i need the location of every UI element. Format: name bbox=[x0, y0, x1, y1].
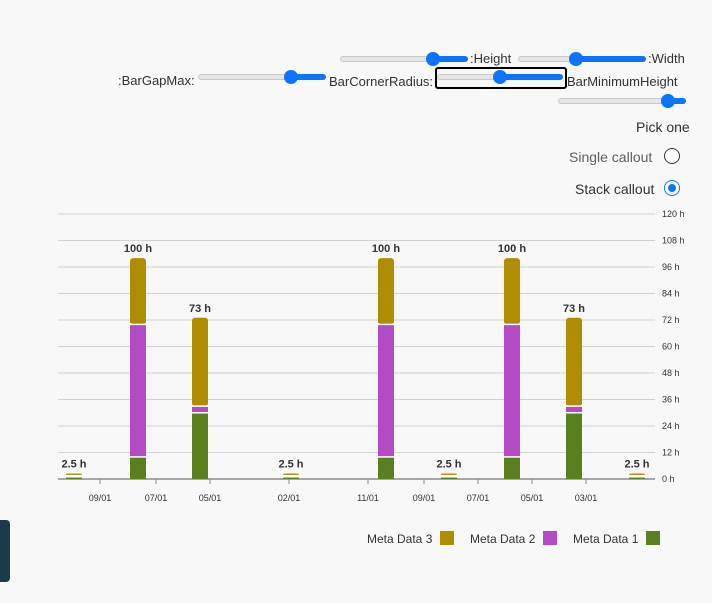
bar-total-label: 2.5 h bbox=[436, 458, 461, 470]
bar-segment-meta-data-2 bbox=[378, 324, 394, 457]
bar-total-label: 100 h bbox=[498, 243, 526, 255]
bar-gap-max-label: :BarGapMax: bbox=[118, 73, 195, 88]
stacked-bar-chart: 0 h 12 h 24 h 36 h 48 h 60 h 72 h 84 h 96 h 108 h… bbox=[58, 209, 685, 503]
height-slider-fill bbox=[430, 56, 468, 62]
width-label: :Width bbox=[648, 51, 685, 66]
bar-segment-meta-data-2 bbox=[566, 406, 582, 413]
bar-total-label: 73 h bbox=[189, 303, 211, 315]
y-tick-label: 72 h bbox=[662, 315, 680, 325]
bar-segment-meta-data-1 bbox=[130, 456, 146, 479]
bar-gap-max-slider-thumb[interactable] bbox=[284, 70, 298, 84]
legend-label-meta-data-2: Meta Data 2 bbox=[470, 532, 536, 546]
bar-segment-meta-data-2 bbox=[130, 324, 146, 457]
bar-total-label: 2.5 h bbox=[278, 458, 303, 470]
x-tick-label: 09/01 bbox=[413, 493, 436, 503]
height-label: :Height bbox=[470, 51, 512, 66]
x-tick-label: 02/01 bbox=[278, 493, 301, 503]
bar-segment-meta-data-1 bbox=[629, 476, 645, 479]
height-slider-thumb[interactable] bbox=[426, 52, 440, 66]
y-tick-label: 12 h bbox=[662, 448, 680, 458]
x-tick-label: 05/01 bbox=[199, 493, 222, 503]
x-tick-label: 07/01 bbox=[145, 493, 168, 503]
y-tick-label: 108 h bbox=[662, 236, 685, 246]
y-tick-label: 60 h bbox=[662, 342, 680, 352]
bar-segment-meta-data-3 bbox=[504, 258, 520, 325]
bar-minimum-height-slider-fill bbox=[665, 98, 686, 104]
bar-segment-meta-data-3 bbox=[192, 317, 208, 407]
bar-segment-meta-data-2 bbox=[192, 406, 208, 413]
stack-callout-label[interactable]: Stack callout bbox=[575, 181, 655, 197]
bar-segment-meta-data-1 bbox=[441, 476, 457, 479]
width-slider[interactable] bbox=[518, 50, 646, 70]
bar-corner-radius-slider[interactable] bbox=[437, 68, 563, 88]
x-tick-label: 11/01 bbox=[357, 493, 379, 503]
x-tick-label: 05/01 bbox=[521, 493, 544, 503]
y-tick-label: 24 h bbox=[662, 421, 680, 431]
bar-segment-meta-data-2 bbox=[504, 324, 520, 457]
height-slider[interactable] bbox=[340, 50, 468, 70]
width-slider-thumb[interactable] bbox=[569, 52, 583, 66]
legend-label-meta-data-1: Meta Data 1 bbox=[573, 532, 639, 546]
legend-swatch-meta-data-2 bbox=[543, 531, 557, 545]
width-slider-fill bbox=[573, 56, 646, 62]
y-tick-label: 0 h bbox=[662, 474, 675, 484]
bar-segment-meta-data-3 bbox=[130, 258, 146, 325]
side-panel-tab[interactable] bbox=[0, 520, 10, 582]
bar-segment-meta-data-1 bbox=[192, 412, 208, 479]
bar-gap-max-slider-fill bbox=[288, 74, 326, 80]
legend-swatch-meta-data-1 bbox=[646, 531, 660, 545]
bar-minimum-height-slider-thumb[interactable] bbox=[661, 94, 675, 108]
bar-total-label: 2.5 h bbox=[624, 458, 649, 470]
bar-segment-meta-data-3 bbox=[378, 258, 394, 325]
y-tick-label: 96 h bbox=[662, 262, 680, 272]
bar-corner-radius-slider-thumb[interactable] bbox=[493, 70, 507, 84]
bar-corner-radius-slider-fill bbox=[497, 74, 563, 80]
x-tick-label: 09/01 bbox=[89, 493, 112, 503]
bar-corner-radius-label: BarCornerRadius: bbox=[329, 74, 434, 89]
bar-total-label: 100 h bbox=[124, 243, 152, 255]
callout-group-title: Pick one bbox=[636, 119, 690, 135]
bar-segment-meta-data-3 bbox=[566, 317, 582, 407]
bar-gap-max-slider[interactable] bbox=[198, 68, 326, 88]
bar-segment-meta-data-1 bbox=[283, 476, 299, 479]
bar-segment-meta-data-1 bbox=[504, 456, 520, 479]
bar-corner-radius-focus-ring bbox=[435, 67, 567, 89]
y-tick-label: 84 h bbox=[662, 289, 680, 299]
y-tick-label: 36 h bbox=[662, 395, 680, 405]
x-tick-label: 07/01 bbox=[467, 493, 490, 503]
stack-callout-radio-dot bbox=[668, 184, 676, 192]
bar-total-label: 100 h bbox=[372, 243, 400, 255]
bar-minimum-height-label: BarMinimumHeight bbox=[567, 74, 678, 89]
stack-callout-radio[interactable] bbox=[664, 180, 680, 196]
bar-total-label: 73 h bbox=[563, 303, 585, 315]
y-tick-label: 120 h bbox=[662, 209, 685, 219]
legend-label-meta-data-3: Meta Data 3 bbox=[367, 532, 433, 546]
bar-segment-meta-data-1 bbox=[566, 412, 582, 479]
legend-swatch-meta-data-3 bbox=[440, 531, 454, 545]
single-callout-radio[interactable] bbox=[664, 148, 680, 164]
bar-minimum-height-slider[interactable] bbox=[558, 92, 686, 112]
bar-segment-meta-data-1 bbox=[66, 476, 82, 479]
x-tick-label: 03/01 bbox=[575, 493, 598, 503]
y-tick-label: 48 h bbox=[662, 368, 680, 378]
single-callout-label[interactable]: Single callout bbox=[569, 149, 653, 165]
bar-total-label: 2.5 h bbox=[61, 458, 86, 470]
bar-segment-meta-data-1 bbox=[378, 456, 394, 479]
